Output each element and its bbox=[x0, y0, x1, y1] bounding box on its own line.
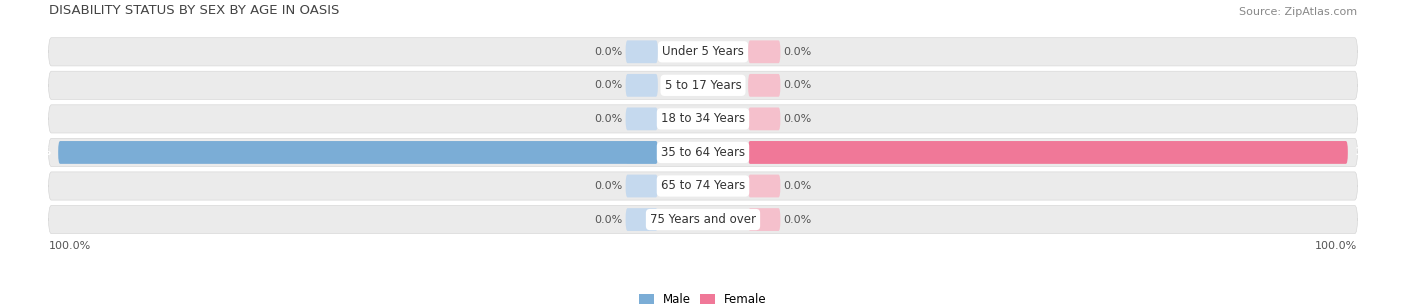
Text: DISABILITY STATUS BY SEX BY AGE IN OASIS: DISABILITY STATUS BY SEX BY AGE IN OASIS bbox=[49, 4, 339, 16]
Legend: Male, Female: Male, Female bbox=[640, 293, 766, 305]
FancyBboxPatch shape bbox=[626, 141, 658, 164]
FancyBboxPatch shape bbox=[49, 172, 1357, 200]
Text: 0.0%: 0.0% bbox=[595, 47, 623, 57]
Text: 65 to 74 Years: 65 to 74 Years bbox=[661, 180, 745, 192]
Text: 5 to 17 Years: 5 to 17 Years bbox=[665, 79, 741, 92]
FancyBboxPatch shape bbox=[748, 40, 780, 63]
Text: 100.0%: 100.0% bbox=[1354, 147, 1400, 157]
FancyBboxPatch shape bbox=[626, 107, 658, 130]
FancyBboxPatch shape bbox=[49, 38, 1357, 66]
Text: 0.0%: 0.0% bbox=[783, 214, 811, 224]
FancyBboxPatch shape bbox=[49, 138, 1357, 167]
Text: 0.0%: 0.0% bbox=[783, 114, 811, 124]
Text: 0.0%: 0.0% bbox=[783, 181, 811, 191]
Text: 0.0%: 0.0% bbox=[595, 214, 623, 224]
FancyBboxPatch shape bbox=[748, 107, 780, 130]
Text: 0.0%: 0.0% bbox=[595, 114, 623, 124]
Text: 0.0%: 0.0% bbox=[595, 181, 623, 191]
FancyBboxPatch shape bbox=[58, 141, 658, 164]
Text: 100.0%: 100.0% bbox=[1315, 241, 1357, 251]
FancyBboxPatch shape bbox=[49, 206, 1357, 234]
Text: 100.0%: 100.0% bbox=[6, 147, 52, 157]
FancyBboxPatch shape bbox=[626, 208, 658, 231]
FancyBboxPatch shape bbox=[49, 71, 1357, 99]
Text: 18 to 34 Years: 18 to 34 Years bbox=[661, 113, 745, 125]
FancyBboxPatch shape bbox=[748, 141, 1348, 164]
FancyBboxPatch shape bbox=[626, 174, 658, 197]
FancyBboxPatch shape bbox=[626, 40, 658, 63]
Text: 100.0%: 100.0% bbox=[49, 241, 91, 251]
FancyBboxPatch shape bbox=[49, 105, 1357, 133]
FancyBboxPatch shape bbox=[748, 141, 780, 164]
FancyBboxPatch shape bbox=[748, 174, 780, 197]
Text: Under 5 Years: Under 5 Years bbox=[662, 45, 744, 58]
Text: 0.0%: 0.0% bbox=[783, 80, 811, 90]
FancyBboxPatch shape bbox=[748, 208, 780, 231]
Text: 0.0%: 0.0% bbox=[783, 47, 811, 57]
FancyBboxPatch shape bbox=[626, 74, 658, 97]
FancyBboxPatch shape bbox=[748, 74, 780, 97]
Text: Source: ZipAtlas.com: Source: ZipAtlas.com bbox=[1239, 7, 1357, 16]
Text: 75 Years and over: 75 Years and over bbox=[650, 213, 756, 226]
Text: 0.0%: 0.0% bbox=[595, 80, 623, 90]
Text: 35 to 64 Years: 35 to 64 Years bbox=[661, 146, 745, 159]
